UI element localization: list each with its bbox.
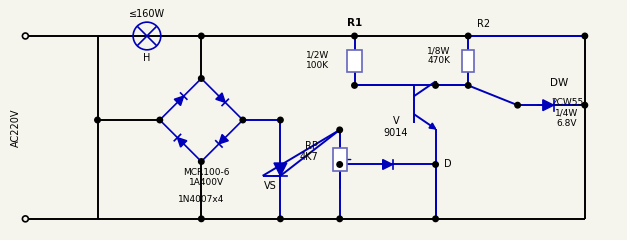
Text: R1: R1	[347, 18, 362, 28]
Circle shape	[199, 76, 204, 81]
Text: H: H	[143, 53, 150, 63]
Circle shape	[433, 83, 438, 88]
Text: ≤160W: ≤160W	[129, 9, 165, 19]
Text: 1N4007x4: 1N4007x4	[178, 195, 224, 204]
Text: MCR100-6
1A400V: MCR100-6 1A400V	[183, 168, 229, 187]
Text: AC220V: AC220V	[11, 109, 21, 147]
Circle shape	[465, 33, 471, 39]
Circle shape	[199, 216, 204, 222]
Text: D: D	[444, 159, 451, 169]
Circle shape	[582, 33, 587, 39]
Text: R2: R2	[477, 19, 490, 29]
Text: DW: DW	[550, 78, 568, 88]
Circle shape	[433, 216, 438, 222]
Circle shape	[240, 117, 246, 123]
Text: RP
4K7: RP 4K7	[299, 141, 318, 162]
Circle shape	[199, 159, 204, 164]
Circle shape	[465, 83, 471, 88]
Text: VS: VS	[264, 181, 277, 191]
Circle shape	[157, 117, 162, 123]
Bar	[462, 50, 474, 72]
Bar	[347, 50, 362, 72]
Polygon shape	[274, 163, 287, 176]
Polygon shape	[382, 160, 393, 169]
Circle shape	[352, 33, 357, 39]
Circle shape	[337, 127, 342, 133]
Circle shape	[337, 216, 342, 222]
Circle shape	[278, 117, 283, 123]
Polygon shape	[174, 96, 184, 106]
Polygon shape	[219, 134, 228, 144]
Circle shape	[199, 33, 204, 39]
Text: V
9014: V 9014	[384, 116, 408, 138]
Polygon shape	[177, 138, 187, 147]
Circle shape	[337, 162, 342, 167]
Polygon shape	[216, 93, 225, 102]
Circle shape	[515, 102, 520, 108]
Text: 2CW55
1/4W
6.8V: 2CW55 1/4W 6.8V	[551, 98, 583, 128]
Polygon shape	[543, 100, 554, 111]
Text: 1/2W
100K: 1/2W 100K	[305, 51, 329, 70]
Circle shape	[433, 162, 438, 167]
Circle shape	[278, 216, 283, 222]
Circle shape	[582, 102, 587, 108]
Circle shape	[352, 83, 357, 88]
Text: 1/8W
470K: 1/8W 470K	[427, 46, 450, 66]
Circle shape	[95, 117, 100, 123]
Polygon shape	[429, 123, 436, 129]
Bar	[333, 148, 347, 171]
